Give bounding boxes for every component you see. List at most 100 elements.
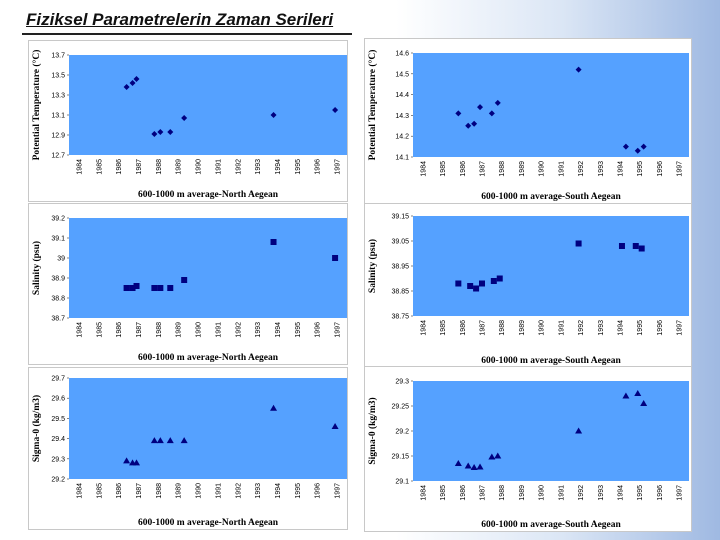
- data-point: [640, 400, 648, 406]
- x-tick-label: 1986: [116, 483, 123, 499]
- x-tick-label: 1992: [578, 320, 585, 336]
- y-tick-label: 14.6: [395, 51, 409, 58]
- chart-panel-sigma-north: 29.7 29.6 29.5 29.4 29.3 29.2 1984 1985 1986 1987…: [28, 367, 348, 530]
- x-tick-label: 1985: [440, 485, 447, 501]
- title-underline: [22, 33, 352, 35]
- x-tick-label: 1991: [215, 322, 222, 338]
- x-tick-label: 1986: [116, 159, 123, 175]
- y-tick-label: 39: [57, 256, 65, 263]
- data-point: [640, 143, 647, 150]
- x-tick-label: 1993: [255, 483, 262, 499]
- data-point: [270, 239, 277, 245]
- x-tick-label: 1987: [480, 485, 487, 501]
- data-point: [166, 437, 174, 444]
- x-tick-label: 1996: [315, 483, 322, 499]
- data-point: [496, 275, 503, 282]
- data-point: [123, 457, 131, 464]
- x-tick-label: 1989: [176, 159, 183, 175]
- x-tick-label: 1995: [637, 320, 644, 336]
- y-axis-title: Sigma-0 (kg/m3): [367, 397, 378, 464]
- chart-panel-salinity-north: 39.2 39.1 39 38.9 38.8 38.7 1984 1985 1986 1987 19…: [28, 203, 348, 365]
- y-tick-label: 29.15: [391, 454, 409, 461]
- x-tick-label: 1996: [657, 485, 664, 501]
- data-point: [331, 422, 339, 429]
- x-tick-label: 1985: [96, 322, 103, 338]
- data-point: [479, 280, 485, 287]
- y-tick-label: 14.5: [395, 71, 409, 78]
- x-axis-title: 600-1000 m average-North Aegean: [138, 518, 279, 528]
- x-tick-label: 1997: [677, 161, 684, 177]
- x-tick-label: 1994: [275, 483, 282, 499]
- data-point: [634, 390, 642, 396]
- y-tick-label: 29.2: [395, 429, 409, 436]
- chart-svg-temp-north: 13.7 13.5 13.3 13.1 12.9 12.7 1984 1985 1986 1987…: [31, 50, 347, 200]
- data-point: [181, 115, 188, 121]
- x-tick-label: 1989: [519, 485, 526, 501]
- x-tick-label: 1987: [136, 322, 143, 338]
- y-tick-label: 12.7: [51, 153, 65, 160]
- plot-area: [413, 381, 689, 481]
- data-point: [634, 147, 641, 154]
- chart-svg-salinity-south: 39.15 39.05 38.95 38.85 38.75 1984 1985 1986 198…: [367, 214, 689, 366]
- data-point: [488, 110, 495, 117]
- x-tick-label: 1988: [156, 159, 163, 175]
- data-point: [133, 459, 141, 466]
- data-point: [464, 462, 472, 469]
- data-point: [575, 427, 583, 434]
- y-tick-label: 38.75: [391, 314, 409, 321]
- y-axis-title: Potential Temperature (°C): [367, 50, 378, 161]
- y-tick-label: 29.5: [51, 416, 65, 423]
- y-tick-label: 29.3: [51, 456, 65, 463]
- y-tick-label: 38.8: [51, 296, 65, 303]
- x-tick-label: 1997: [335, 483, 342, 499]
- y-axis-title: Salinity (psu): [31, 241, 42, 295]
- data-point: [157, 285, 164, 291]
- x-tick-label: 1996: [315, 159, 322, 175]
- x-tick-label: 1991: [215, 483, 222, 499]
- x-tick-label: 1994: [618, 161, 625, 177]
- y-tick-label: 14.2: [395, 134, 409, 141]
- x-tick-label: 1994: [275, 159, 282, 175]
- y-tick-label: 14.1: [395, 155, 409, 162]
- data-point: [150, 437, 158, 444]
- y-tick-label: 39.1: [51, 236, 65, 243]
- data-point: [167, 285, 174, 291]
- plot-area: [69, 378, 347, 479]
- data-point: [622, 392, 630, 399]
- x-tick-label: 1990: [196, 159, 203, 175]
- y-axis-title: Sigma-0 (kg/m3): [31, 395, 42, 462]
- y-axis-title: Potential Temperature (°C): [31, 50, 42, 161]
- data-point: [151, 285, 158, 291]
- x-tick-label: 1997: [677, 485, 684, 501]
- chart-svg-sigma-south: 29.3 29.25 29.2 29.15 29.1 1984 1985 1986 1987 19…: [367, 379, 689, 530]
- x-tick-label: 1992: [578, 161, 585, 177]
- x-tick-label: 1997: [335, 159, 342, 175]
- data-point: [638, 245, 645, 252]
- data-point: [470, 464, 478, 470]
- y-tick-label: 13.3: [51, 93, 65, 100]
- slide-title: Fiziksel Parametrelerin Zaman Serileri: [26, 10, 334, 29]
- y-tick-label: 13.5: [51, 73, 65, 80]
- x-tick-label: 1984: [76, 483, 83, 499]
- data-point: [454, 460, 462, 466]
- x-tick-label: 1985: [440, 320, 447, 336]
- x-tick-label: 1995: [637, 161, 644, 177]
- data-point: [270, 112, 277, 118]
- x-tick-label: 1988: [156, 483, 163, 499]
- x-tick-label: 1984: [420, 485, 427, 501]
- data-point: [490, 278, 497, 284]
- x-tick-label: 1989: [176, 483, 183, 499]
- x-tick-label: 1988: [499, 320, 506, 336]
- data-point: [167, 129, 174, 135]
- y-tick-label: 39.05: [391, 239, 409, 246]
- y-tick-label: 12.9: [51, 133, 65, 140]
- x-axis-title: 600-1000 m average-South Aegean: [481, 520, 621, 530]
- data-point: [157, 129, 164, 135]
- x-tick-label: 1993: [598, 161, 605, 177]
- x-tick-label: 1986: [460, 485, 467, 501]
- chart-panel-salinity-south: 39.15 39.05 38.95 38.85 38.75 1984 1985 1986 198…: [364, 203, 692, 368]
- x-tick-label: 1996: [657, 161, 664, 177]
- data-point: [488, 453, 496, 460]
- x-tick-label: 1990: [539, 485, 546, 501]
- x-tick-label: 1985: [440, 161, 447, 177]
